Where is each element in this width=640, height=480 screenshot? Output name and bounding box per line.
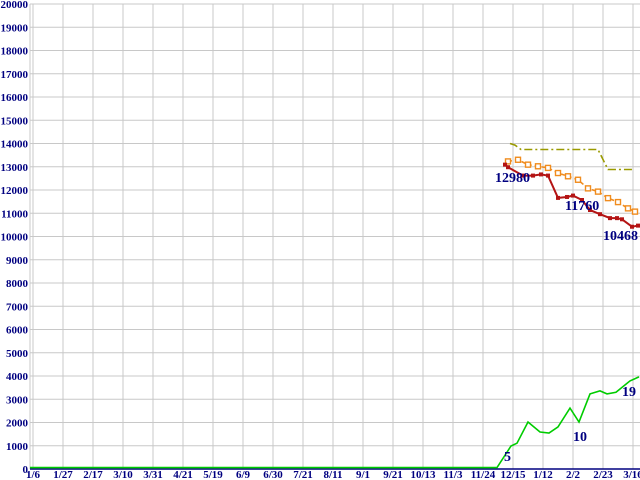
data-point-marker xyxy=(544,164,552,172)
series-green-line xyxy=(30,376,640,469)
data-point-marker xyxy=(556,195,560,200)
data-point-marker xyxy=(564,173,572,180)
data-point-marker xyxy=(608,216,612,221)
data-point-marker xyxy=(580,197,584,202)
point-value-labels: 12980 11760 10468 5 10 19 xyxy=(495,171,638,465)
y-tick-labels: 0 1000 2000 3000 4000 5000 6000 7000 8000 9000 100… xyxy=(1,0,29,476)
y-tick-label: 10000 xyxy=(1,232,29,244)
data-point-marker xyxy=(565,194,569,199)
point-value-label: 12980 xyxy=(495,171,530,186)
y-tick-label: 3000 xyxy=(6,394,29,406)
y-tick-label: 14000 xyxy=(1,139,29,151)
data-point-marker xyxy=(636,223,640,228)
data-point-marker xyxy=(574,176,582,183)
y-tick-label: 5000 xyxy=(6,348,29,360)
data-point-marker xyxy=(604,194,612,202)
y-tick-label: 17000 xyxy=(1,69,29,81)
data-point-marker xyxy=(588,207,592,212)
data-point-marker xyxy=(598,212,602,217)
data-point-marker xyxy=(506,165,510,170)
data-point-marker xyxy=(584,185,592,192)
x-tick-label: 7/21 xyxy=(293,469,313,480)
data-point-marker xyxy=(571,193,575,198)
data-point-marker xyxy=(524,161,532,168)
point-value-label: 19 xyxy=(622,385,636,400)
series-olive-dashdot-line xyxy=(509,142,632,171)
x-tick-label: 1/12 xyxy=(533,469,553,480)
y-tick-label: 15000 xyxy=(1,115,29,127)
x-tick-labels: 1/6 1/27 2/17 3/10 3/31 4/21 5/19 6/9 6/30 7/21 8/… xyxy=(26,469,640,480)
y-tick-label: 2000 xyxy=(6,418,29,430)
point-value-label: 10 xyxy=(573,430,587,445)
y-tick-label: 18000 xyxy=(1,46,29,58)
x-tick-label: 3/31 xyxy=(143,469,163,480)
data-point-marker xyxy=(631,208,639,215)
y-tick-label: 12000 xyxy=(1,185,29,197)
y-tick-label: 16000 xyxy=(1,92,29,104)
series-orange-dashed-line xyxy=(504,156,639,215)
data-point-marker xyxy=(615,216,619,221)
point-value-label: 10468 xyxy=(603,229,638,244)
data-point-marker xyxy=(624,205,632,212)
data-point-marker xyxy=(630,224,634,229)
y-tick-label: 7000 xyxy=(6,301,29,313)
y-tick-label: 6000 xyxy=(6,325,29,337)
y-tick-label: 0 xyxy=(23,464,29,476)
x-tick-label: 2/2 xyxy=(566,469,581,480)
data-point-marker xyxy=(546,173,550,178)
data-point-marker xyxy=(521,173,525,178)
x-tick-label: 12/15 xyxy=(500,469,526,480)
x-tick-label: 9/1 xyxy=(356,469,370,480)
x-tick-label: 11/24 xyxy=(471,469,496,480)
y-tick-label: 1000 xyxy=(6,441,29,453)
y-tick-label: 13000 xyxy=(1,162,29,174)
y-tick-label: 20000 xyxy=(1,0,29,11)
x-tick-label: 11/3 xyxy=(444,469,463,480)
data-point-marker xyxy=(554,169,562,177)
series-dark-red-line xyxy=(503,162,640,229)
data-point-marker xyxy=(514,156,522,163)
data-point-marker xyxy=(594,188,602,195)
x-tick-label: 4/21 xyxy=(173,469,193,480)
x-tick-label: 5/19 xyxy=(203,469,223,480)
x-tick-label: 3/10 xyxy=(113,469,133,480)
x-tick-label: 10/13 xyxy=(410,469,436,480)
data-point-marker xyxy=(539,172,543,177)
data-point-marker xyxy=(620,217,624,222)
x-tick-label: 1/27 xyxy=(53,469,73,480)
x-tick-label: 3/16 xyxy=(623,469,640,480)
point-value-label: 5 xyxy=(504,450,511,465)
vertical-gridlines xyxy=(32,4,634,469)
series-path xyxy=(509,142,632,171)
data-point-marker xyxy=(504,158,512,165)
x-tick-label: 2/23 xyxy=(593,469,613,480)
x-tick-label: 9/21 xyxy=(383,469,403,480)
y-tick-label: 8000 xyxy=(6,278,29,290)
data-point-marker xyxy=(614,198,622,206)
point-value-label: 11760 xyxy=(565,199,599,214)
y-tick-label: 19000 xyxy=(1,22,29,34)
x-tick-label: 8/11 xyxy=(324,469,343,480)
data-point-marker xyxy=(503,162,507,167)
data-point-marker xyxy=(534,163,542,170)
y-tick-label: 9000 xyxy=(6,255,29,267)
y-tick-label: 11000 xyxy=(1,208,28,220)
x-tick-label: 2/17 xyxy=(83,469,103,480)
series-path xyxy=(30,376,640,469)
x-tick-label: 6/30 xyxy=(263,469,283,480)
data-point-marker xyxy=(531,173,535,178)
y-tick-label: 4000 xyxy=(6,371,29,383)
x-tick-label: 1/6 xyxy=(26,469,41,480)
horizontal-gridlines xyxy=(30,3,640,470)
x-tick-label: 6/9 xyxy=(236,469,251,480)
